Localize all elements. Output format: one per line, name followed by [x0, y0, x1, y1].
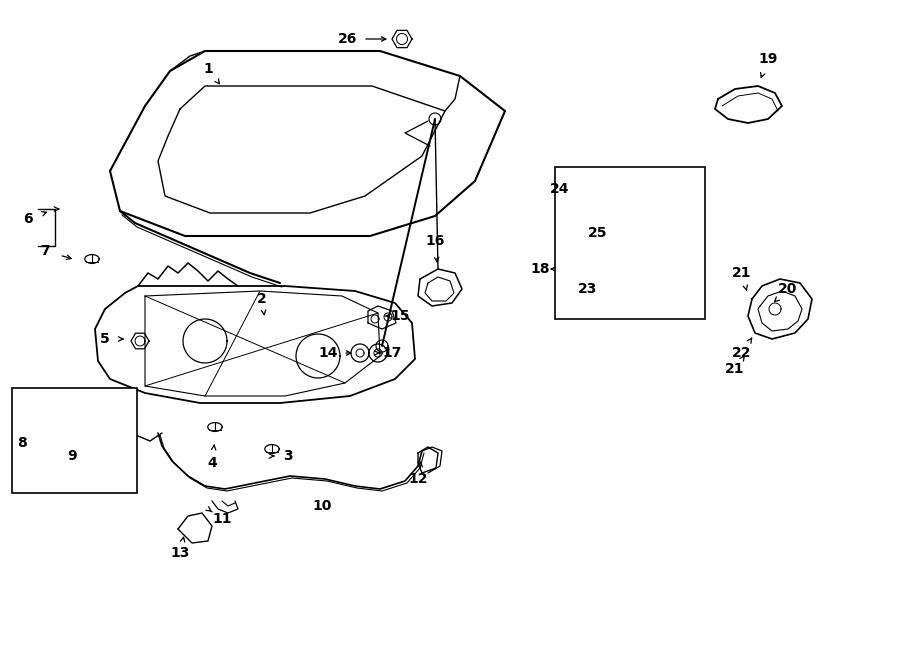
Bar: [555, 167, 705, 319]
Text: 24: 24: [550, 182, 570, 196]
Text: 9: 9: [68, 449, 76, 463]
Text: 23: 23: [579, 282, 598, 296]
Text: 14: 14: [319, 346, 338, 360]
Text: 4: 4: [207, 456, 217, 470]
Text: 11: 11: [212, 512, 232, 526]
Text: 18: 18: [530, 262, 550, 276]
Text: 21: 21: [733, 266, 751, 280]
Text: 20: 20: [778, 282, 797, 296]
Text: 1: 1: [203, 62, 213, 76]
Text: 6: 6: [23, 212, 32, 226]
Text: 2: 2: [257, 292, 267, 306]
Text: 21: 21: [725, 362, 745, 376]
Text: 12: 12: [409, 472, 428, 486]
Text: 7: 7: [40, 244, 50, 258]
Text: 15: 15: [391, 309, 410, 323]
Text: 19: 19: [759, 52, 778, 66]
Text: 5: 5: [100, 332, 110, 346]
Text: 3: 3: [284, 449, 292, 463]
Text: 10: 10: [312, 499, 332, 513]
Text: 17: 17: [382, 346, 401, 360]
Text: 26: 26: [338, 32, 357, 46]
Bar: [12, 388, 137, 493]
Text: 22: 22: [733, 346, 751, 360]
Text: 25: 25: [589, 226, 608, 240]
Text: 16: 16: [426, 234, 445, 248]
Text: 8: 8: [17, 436, 27, 450]
Text: 13: 13: [170, 546, 190, 560]
